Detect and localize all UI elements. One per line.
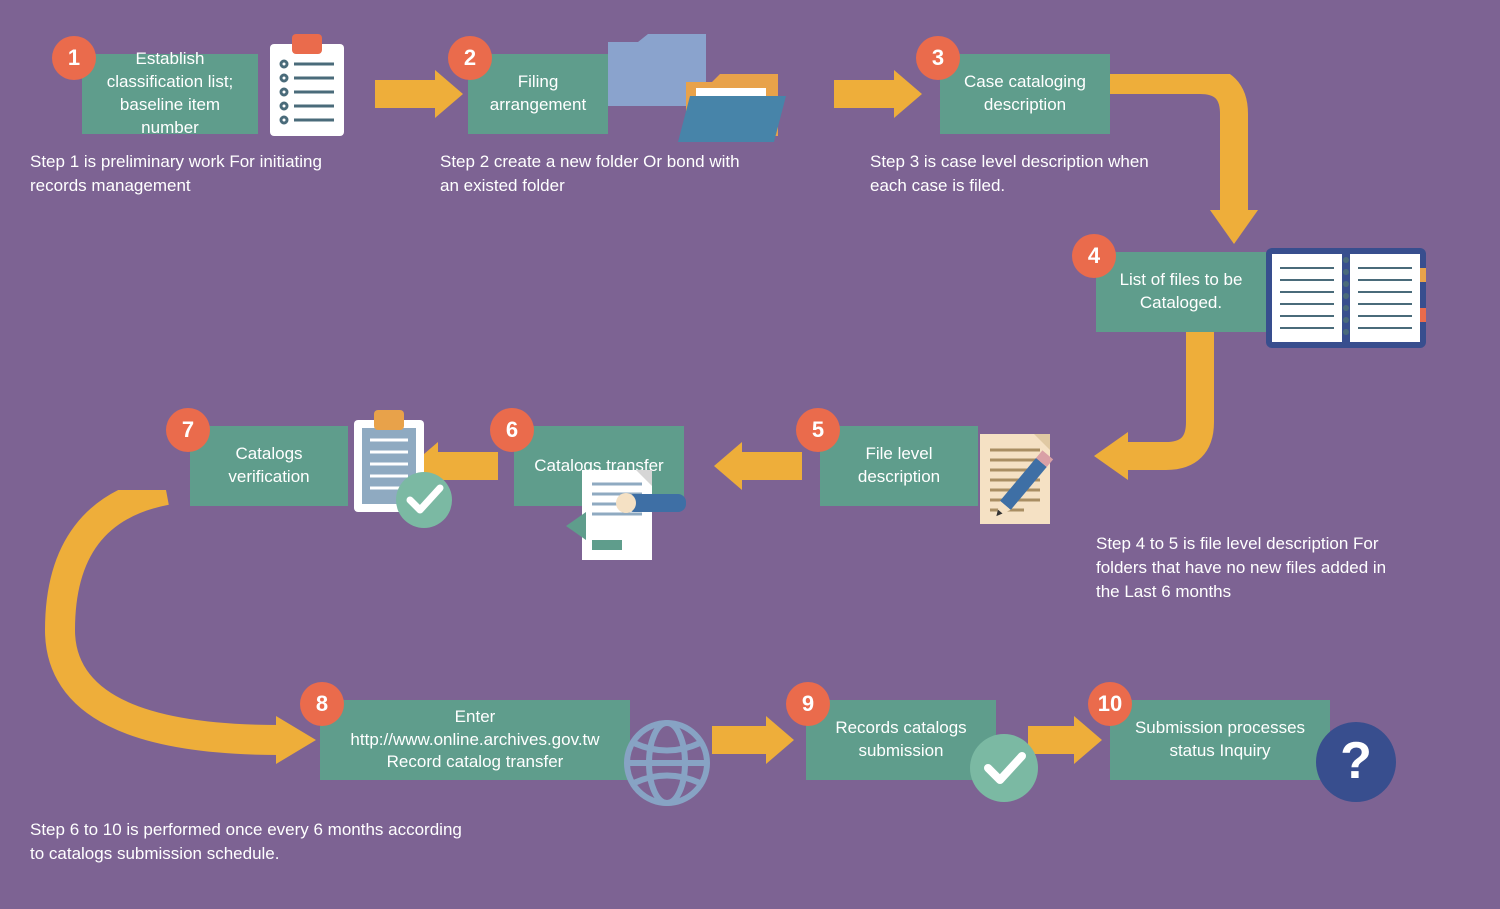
step-3-box: Case cataloging description (940, 54, 1110, 134)
step-7-label: Catalogs verification (202, 443, 336, 489)
step-3-badge: 3 (916, 36, 960, 80)
arrow-2-3 (834, 70, 922, 118)
step-4-box: List of files to be Cataloged. (1096, 252, 1266, 332)
step-2-label: Filing arrangement (480, 71, 596, 117)
step-1-badge: 1 (52, 36, 96, 80)
document-pencil-icon (980, 434, 1090, 544)
step-9-label: Records catalogs submission (818, 717, 984, 763)
arrow-7-8 (40, 490, 340, 780)
globe-icon (622, 718, 712, 808)
step-5-badge: 5 (796, 408, 840, 452)
step-4-badge: 4 (1072, 234, 1116, 278)
svg-text:?: ? (1340, 732, 1372, 790)
step-4-label: List of files to be Cataloged. (1108, 269, 1254, 315)
step-3-label: Case cataloging description (952, 71, 1098, 117)
step-7-badge: 7 (166, 408, 210, 452)
notebook-icon (1266, 248, 1426, 358)
caption-2: Step 2 create a new folder Or bond with … (440, 150, 740, 198)
clipboard-check-icon (348, 410, 458, 530)
arrow-3-4 (1110, 74, 1270, 254)
folder-stack-icon (608, 34, 808, 154)
transfer-document-icon (566, 454, 706, 574)
step-8-label: Enter http://www.online.archives.gov.tw … (332, 706, 618, 775)
clipboard-icon (264, 34, 350, 140)
step-10-badge: 10 (1088, 682, 1132, 726)
caption-1: Step 1 is preliminary work For initiatin… (30, 150, 330, 198)
step-5-label: File level description (832, 443, 966, 489)
arrow-5-6 (714, 442, 802, 490)
step-5-box: File level description (820, 426, 978, 506)
step-2-badge: 2 (448, 36, 492, 80)
caption-4: Step 4 to 5 is file level description Fo… (1096, 532, 1406, 603)
step-10-label: Submission processes status Inquiry (1122, 717, 1318, 763)
arrow-4-5 (1084, 332, 1264, 502)
step-10-box: Submission processes status Inquiry (1110, 700, 1330, 780)
arrow-8-9 (712, 716, 794, 764)
step-1-label: Establish classification list; baseline … (94, 48, 246, 140)
question-circle-icon: ? (1314, 720, 1398, 804)
caption-5: Step 6 to 10 is performed once every 6 m… (30, 818, 470, 866)
check-circle-icon (968, 732, 1040, 804)
step-9-badge: 9 (786, 682, 830, 726)
step-8-box: Enter http://www.online.archives.gov.tw … (320, 700, 630, 780)
arrow-1-2 (375, 70, 463, 118)
step-6-badge: 6 (490, 408, 534, 452)
step-8-badge: 8 (300, 682, 344, 726)
step-1-box: Establish classification list; baseline … (82, 54, 258, 134)
